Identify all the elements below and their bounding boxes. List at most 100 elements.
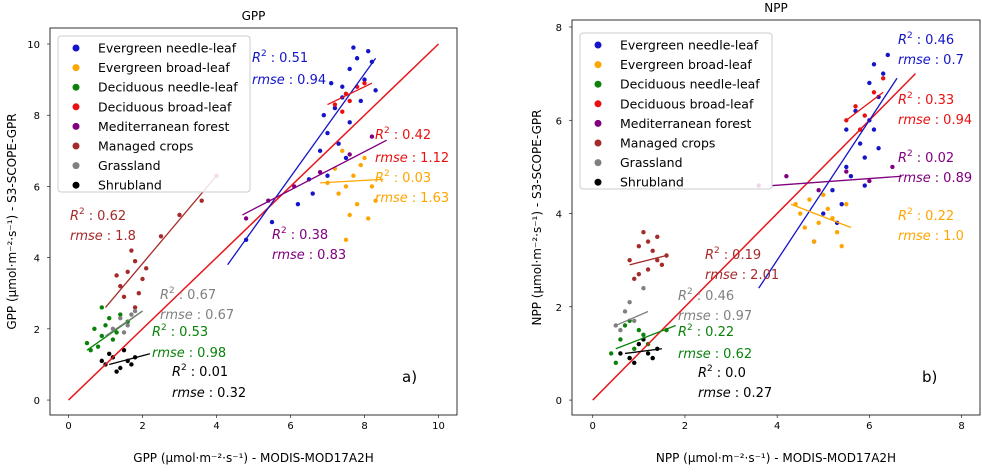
y-tick-label: 2 [556,303,562,314]
point [821,211,826,216]
point [890,164,895,170]
point [871,90,877,95]
rmse-symbol: rmse [375,151,408,166]
point [645,267,651,272]
point [99,333,105,339]
legend-label: Managed crops [620,136,715,151]
separator: : [171,325,175,340]
r2-annotation: R2:0.53 [152,323,208,340]
point [199,198,204,203]
r2-annotation: R2:0.0 [698,364,746,381]
legend-marker [594,178,602,186]
separator: : [917,93,921,108]
r2-symbol: R [172,365,181,380]
separator: : [271,51,275,66]
r2-superscript: 2 [907,91,913,101]
separator: : [917,33,921,48]
x-tick-label: 10 [432,421,445,432]
point [839,202,844,207]
separator: : [107,229,111,244]
point [269,219,275,225]
rmse-annotation: rmse:0.7 [898,53,964,68]
legend-label: Deciduous broad-leaf [620,96,754,111]
r2-annotation: R2:0.22 [678,323,734,340]
r2-superscript: 2 [384,126,390,136]
rmse-symbol: rmse [172,386,205,401]
x-tick-label: 2 [682,421,688,432]
point [862,113,867,118]
rmse-annotation: rmse:1.63 [375,191,449,206]
point [373,88,378,93]
fit-line [772,175,902,187]
legend-marker [72,162,80,170]
fit-line [615,324,676,350]
legend-marker [594,61,602,69]
r2-superscript: 2 [79,207,85,217]
separator: : [191,365,195,380]
y-tick-label: 4 [34,254,40,265]
point [332,105,338,111]
plot-frame [571,19,981,416]
legend-marker [594,119,602,127]
point [317,148,323,154]
point [825,206,831,212]
separator: : [715,309,719,324]
separator: : [735,386,739,401]
point [243,216,249,221]
point [362,80,367,86]
r2-symbol: R [375,171,384,186]
r2-symbol: R [705,248,714,263]
x-tick-label: 4 [213,421,219,432]
point [655,257,660,263]
legend-label: Deciduous broad-leaf [98,99,232,114]
r2-annotation: R2:0.33 [898,91,954,108]
point [622,323,628,328]
r2-value: 0.42 [402,128,431,143]
point [347,120,352,125]
point [369,184,375,189]
r2-symbol: R [375,128,384,143]
identity-line [592,73,916,401]
x-axis-label: NPP (μmol·m⁻²·s⁻¹) - MODIS-MOD17A2H [656,451,896,465]
point [802,225,808,230]
r2-superscript: 2 [907,207,913,217]
point [641,229,646,235]
r2-value: 0.51 [279,51,308,66]
separator: : [742,268,746,283]
point [641,285,646,291]
r2-annotation: R2:0.01 [172,363,228,380]
point [362,155,367,161]
r2-superscript: 2 [384,169,390,179]
chart-title: NPP [764,1,787,15]
r2-annotation: R2:0.46 [678,287,734,304]
rmse-annotation: rmse:1.8 [70,229,136,244]
r2-superscript: 2 [281,226,287,236]
r2-superscript: 2 [707,364,713,374]
legend-label: Evergreen needle-leaf [98,41,237,56]
r2-symbol: R [678,325,687,340]
legend-marker [72,103,80,111]
fit-line [327,82,373,106]
separator: : [394,171,398,186]
rmse-value: 0.97 [723,309,752,324]
r2-value: 0.46 [705,289,734,304]
rmse-annotation: rmse:0.32 [172,386,246,401]
x-tick-label: 6 [287,421,293,432]
point [343,155,349,161]
point [129,248,134,253]
point [118,365,123,371]
legend-label: Grassland [98,158,161,173]
point [632,360,637,365]
panel-label: a) [402,368,417,386]
y-tick-label: 2 [34,325,40,336]
point [84,340,90,346]
point [857,141,863,146]
point [659,262,665,268]
point [839,243,844,249]
point [121,330,127,335]
rmse-value: 2.01 [750,268,779,283]
rmse-annotation: rmse:0.83 [272,248,346,263]
point [807,197,812,202]
point [114,330,119,335]
separator: : [935,229,939,244]
